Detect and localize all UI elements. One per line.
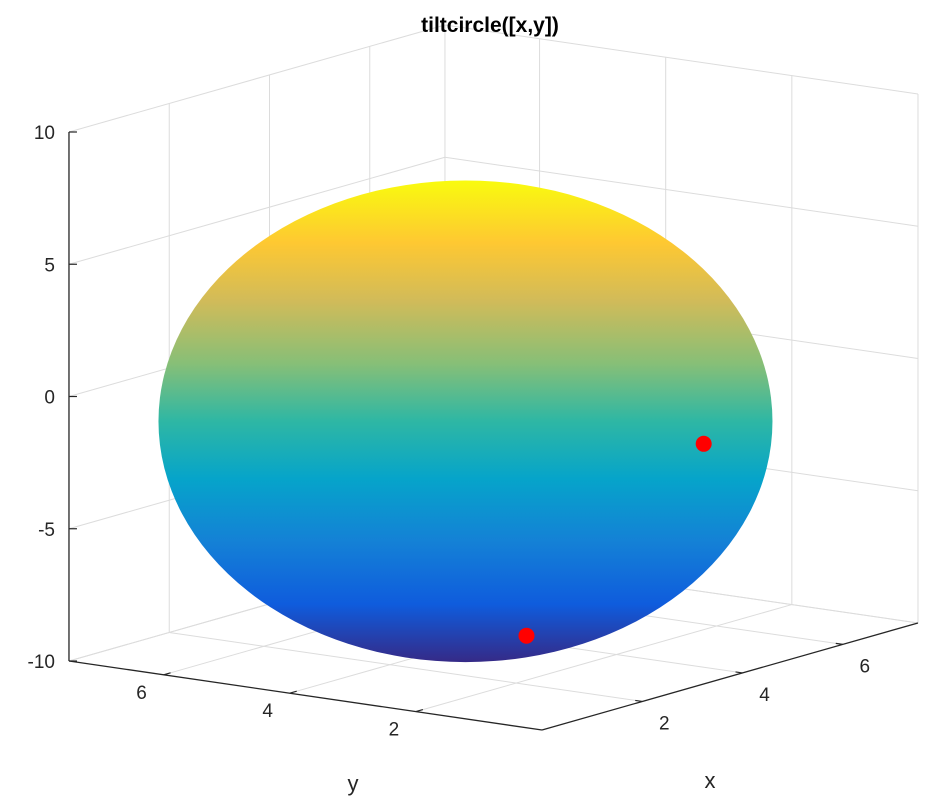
z-tick-label: 0 — [44, 388, 55, 409]
y-tick — [415, 709, 424, 713]
surface — [158, 180, 773, 663]
chart-title: tiltcircle([x,y]) — [421, 14, 559, 37]
y-tick-label: 2 — [389, 720, 400, 741]
floor-grid-x — [169, 631, 643, 702]
data-point-1 — [518, 627, 535, 644]
y-axis-line — [68, 660, 543, 731]
x-axis-line — [541, 622, 919, 731]
floor-grid-y — [415, 604, 792, 713]
wall-grid-z — [444, 24, 919, 95]
y-tick-label: 4 — [262, 701, 273, 722]
surface-disk — [158, 180, 773, 663]
x-tick-label: 4 — [759, 685, 770, 706]
x-tick-label: 6 — [859, 656, 870, 677]
x-tick — [635, 699, 643, 703]
wall-grid-z — [444, 156, 919, 227]
wall-grid-z — [68, 24, 446, 133]
x-tick-label: 2 — [659, 713, 670, 734]
z-tick-label: -10 — [28, 652, 55, 673]
y-axis-label: y — [348, 771, 359, 796]
x-tick — [835, 642, 843, 645]
x-axis-label: x — [705, 768, 716, 793]
y-tick — [289, 690, 297, 694]
y-tick-label: 6 — [136, 683, 147, 704]
labels: 2 4 6 2 4 6 -10 -5 0 5 10 x y — [28, 123, 871, 796]
z-tick-label: 5 — [44, 255, 55, 276]
x-tick — [735, 671, 743, 674]
wall-grid-z — [68, 156, 446, 265]
z-tick-label: 10 — [34, 123, 55, 144]
data-points — [518, 435, 712, 644]
axes — [68, 131, 919, 731]
y-tick — [163, 672, 171, 676]
data-point-2 — [695, 435, 712, 452]
z-tick-label: -5 — [38, 520, 55, 541]
